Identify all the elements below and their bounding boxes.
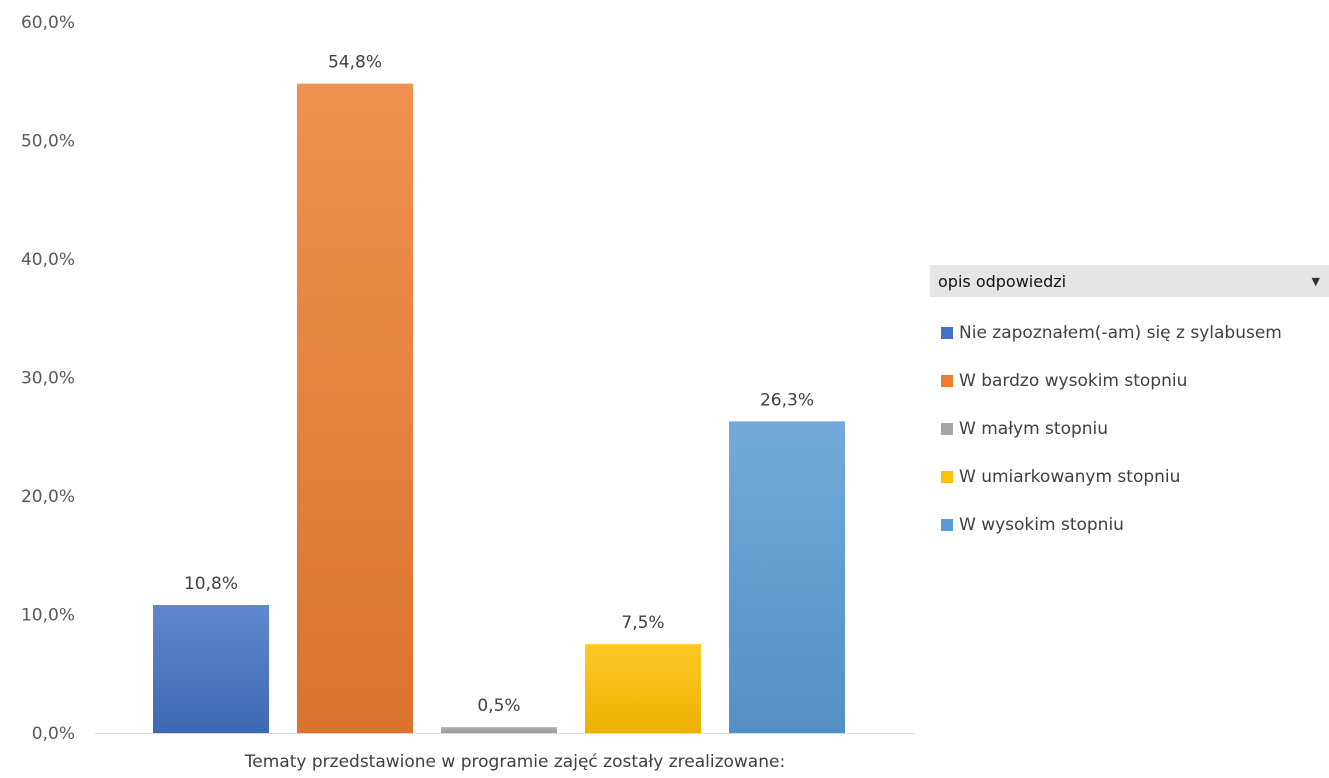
bar: [585, 644, 701, 733]
bar: [729, 421, 845, 733]
legend-label: Nie zapoznałem(-am) się z sylabusem: [959, 322, 1282, 343]
y-tick-label: 30,0%: [21, 369, 75, 389]
legend-label: W umiarkowanym stopniu: [959, 466, 1181, 487]
data-labels: 10,8% 54,8% 0,5% 7,5% 26,3%: [184, 53, 814, 716]
y-tick-label: 0,0%: [32, 724, 75, 744]
legend-label: W małym stopniu: [959, 418, 1109, 439]
data-label: 0,5%: [477, 696, 520, 716]
legend-title: opis odpowiedzi: [938, 271, 1067, 291]
y-tick-label: 60,0%: [21, 13, 75, 33]
legend-swatch: [941, 470, 953, 483]
bar: [153, 605, 269, 733]
legend-item: W małym stopniu: [930, 416, 1329, 441]
bars: [153, 83, 845, 734]
dropdown-arrow-icon[interactable]: ▼: [1311, 274, 1320, 288]
legend-item: W wysokim stopniu: [930, 512, 1329, 537]
data-label: 10,8%: [184, 574, 238, 594]
y-tick-label: 40,0%: [21, 250, 75, 270]
x-axis-title: Tematy przedstawione w programie zajęć z…: [244, 752, 785, 772]
legend-label: W wysokim stopniu: [959, 514, 1124, 535]
data-label: 7,5%: [621, 613, 664, 633]
legend-item: W bardzo wysokim stopniu: [930, 368, 1329, 393]
legend-swatch: [941, 518, 953, 531]
y-tick-label: 50,0%: [21, 132, 75, 152]
legend-swatch: [941, 326, 953, 339]
legend-item: Nie zapoznałem(-am) się z sylabusem: [930, 320, 1329, 345]
legend: opis odpowiedzi ▼ Nie zapoznałem(-am) si…: [930, 265, 1329, 537]
y-tick-label: 10,0%: [21, 606, 75, 626]
legend-label: W bardzo wysokim stopniu: [959, 370, 1188, 391]
legend-swatch: [941, 374, 953, 387]
y-axis: 0,0% 10,0% 20,0% 30,0% 40,0% 50,0% 60,0%: [21, 13, 75, 744]
bar: [441, 727, 557, 733]
legend-filter-dropdown[interactable]: opis odpowiedzi ▼: [930, 265, 1329, 297]
y-tick-label: 20,0%: [21, 487, 75, 507]
legend-item: W umiarkowanym stopniu: [930, 464, 1329, 489]
legend-swatch: [941, 422, 953, 435]
data-label: 26,3%: [760, 390, 814, 410]
bar: [297, 83, 413, 734]
data-label: 54,8%: [328, 53, 382, 73]
